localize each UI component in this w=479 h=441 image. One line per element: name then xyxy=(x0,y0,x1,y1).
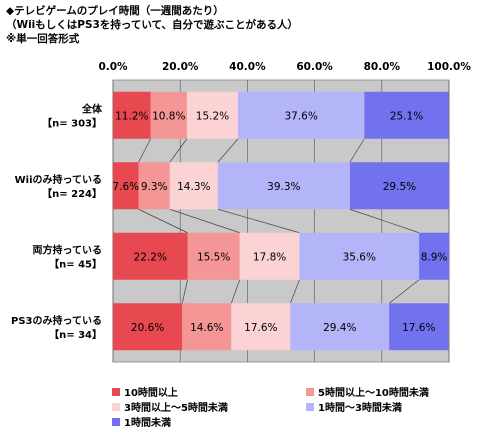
series-connector-line xyxy=(388,279,420,304)
bar-segment xyxy=(182,303,232,351)
data-label: 14.3% xyxy=(177,181,210,193)
bar-segment xyxy=(299,232,420,280)
series-connector-line xyxy=(169,138,188,163)
data-label: 29.4% xyxy=(323,322,356,334)
category-label: PS3のみ持っている xyxy=(11,314,102,327)
category-label: 両方持っている xyxy=(33,243,103,256)
series-connector-line xyxy=(169,208,240,234)
legend-swatch xyxy=(112,388,120,396)
bar-segment xyxy=(217,162,350,210)
legend-label: 1時間未満 xyxy=(124,416,171,429)
bar-segment xyxy=(364,91,449,139)
bar-segment xyxy=(113,162,139,210)
legend-label: 1時間～3時間未満 xyxy=(318,401,402,414)
data-label: 15.2% xyxy=(196,110,229,122)
x-tick-label: 80.0% xyxy=(364,61,401,73)
legend-label: 3時間以上～5時間未満 xyxy=(124,401,228,414)
data-label: 17.6% xyxy=(244,322,277,334)
series-connector-line xyxy=(290,279,300,304)
legend-swatch xyxy=(306,403,314,411)
bar-segment xyxy=(150,91,187,139)
legend-swatch xyxy=(112,418,120,426)
series-connector-line xyxy=(349,208,420,234)
chart-title: ◆テレビゲームのプレイ時間（一週間あたり） xyxy=(6,5,224,17)
data-label: 15.5% xyxy=(197,251,230,263)
bar-segment xyxy=(290,303,390,351)
data-label: 14.6% xyxy=(190,322,223,334)
legend-label: 5時間以上～10時間未満 xyxy=(318,386,429,399)
bar-segment xyxy=(138,162,170,210)
series-connector-line xyxy=(217,208,300,234)
series-connector-line xyxy=(181,279,188,304)
chart-note: ※単一回答形式 xyxy=(6,33,80,45)
data-label: 7.6% xyxy=(112,181,139,193)
category-n-label: 【n= 45】 xyxy=(49,257,102,270)
series-connector-line xyxy=(230,279,241,304)
bar-segment xyxy=(419,232,449,280)
x-tick-label: 100.0% xyxy=(427,61,471,73)
data-label: 22.2% xyxy=(134,251,167,263)
bar-segment xyxy=(187,232,240,280)
legend-swatch xyxy=(306,388,314,396)
bar-segment xyxy=(237,91,365,139)
bar-segment xyxy=(113,232,188,280)
x-tick-label: 20.0% xyxy=(162,61,199,73)
series-connector-line xyxy=(138,138,151,163)
category-label: 全体 xyxy=(81,102,103,115)
data-label: 11.2% xyxy=(115,110,148,122)
bar-segment xyxy=(389,303,449,351)
x-tick-label: 60.0% xyxy=(296,61,333,73)
data-label: 25.1% xyxy=(390,110,423,122)
chart-subtitle: （WiiもしくはPS3を持っていて、自分で遊ぶことがある人） xyxy=(6,19,298,31)
data-label: 8.9% xyxy=(421,251,448,263)
bar-segment xyxy=(231,303,291,351)
data-label: 9.3% xyxy=(141,181,168,193)
data-label: 20.6% xyxy=(131,322,164,334)
x-tick-label: 0.0% xyxy=(98,61,128,73)
series-connector-line xyxy=(349,138,365,163)
legend-label: 10時間以上 xyxy=(124,386,178,399)
bar-segment xyxy=(239,232,300,280)
category-n-label: 【n= 303】 xyxy=(42,116,102,129)
data-label: 29.5% xyxy=(383,181,416,193)
data-label: 17.8% xyxy=(253,251,286,263)
bar-segment xyxy=(349,162,449,210)
category-label: Wiiのみ持っている xyxy=(15,173,102,186)
legend-swatch xyxy=(112,403,120,411)
category-n-label: 【n= 224】 xyxy=(42,187,102,200)
data-label: 35.6% xyxy=(343,251,376,263)
x-tick-label: 40.0% xyxy=(229,61,266,73)
bar-segment xyxy=(169,162,218,210)
chart-titles: ◆テレビゲームのプレイ時間（一週間あたり） （WiiもしくはPS3を持っていて、… xyxy=(6,4,298,46)
data-label: 17.6% xyxy=(402,322,435,334)
bar-segment xyxy=(113,91,151,139)
bar-segment xyxy=(186,91,238,139)
series-connector-line xyxy=(138,208,188,234)
data-label: 39.3% xyxy=(267,181,300,193)
data-label: 37.6% xyxy=(284,110,317,122)
series-connector-line xyxy=(217,138,239,163)
bar-segment xyxy=(113,303,183,351)
data-label: 10.8% xyxy=(152,110,185,122)
category-n-label: 【n= 34】 xyxy=(49,328,102,341)
